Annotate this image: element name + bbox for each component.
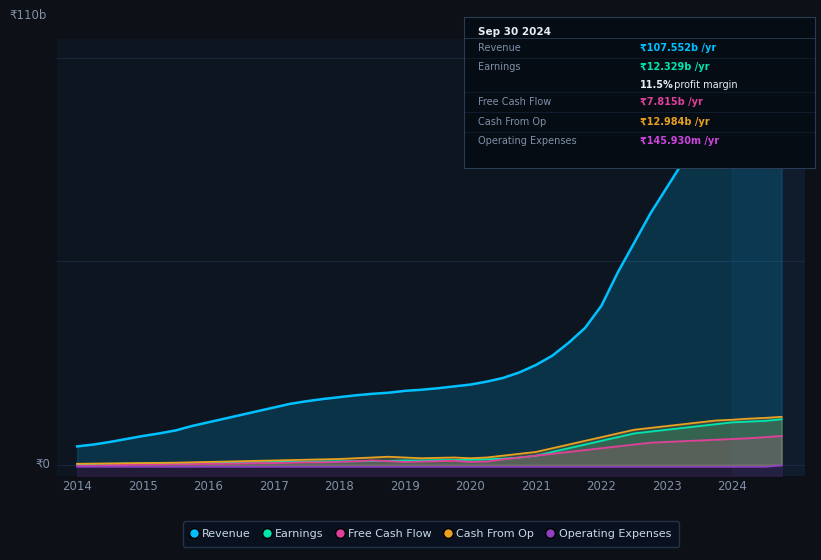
Text: Sep 30 2024: Sep 30 2024 (478, 27, 551, 38)
Text: profit margin: profit margin (672, 80, 738, 90)
Bar (732, 39, 805, 476)
Text: ₹12.329b /yr: ₹12.329b /yr (640, 62, 709, 72)
Text: ₹0: ₹0 (35, 459, 50, 472)
Text: Free Cash Flow: Free Cash Flow (478, 97, 551, 107)
Text: Revenue: Revenue (478, 43, 521, 53)
Legend: Revenue, Earnings, Free Cash Flow, Cash From Op, Operating Expenses: Revenue, Earnings, Free Cash Flow, Cash … (183, 521, 679, 547)
Text: ₹145.930m /yr: ₹145.930m /yr (640, 136, 718, 146)
Text: Earnings: Earnings (478, 62, 521, 72)
Text: ₹107.552b /yr: ₹107.552b /yr (640, 43, 716, 53)
Text: 11.5%: 11.5% (640, 80, 673, 90)
Text: Operating Expenses: Operating Expenses (478, 136, 576, 146)
Text: ₹12.984b /yr: ₹12.984b /yr (640, 116, 709, 127)
Text: ₹110b: ₹110b (9, 9, 46, 22)
Text: Cash From Op: Cash From Op (478, 116, 546, 127)
Text: ₹7.815b /yr: ₹7.815b /yr (640, 97, 703, 107)
